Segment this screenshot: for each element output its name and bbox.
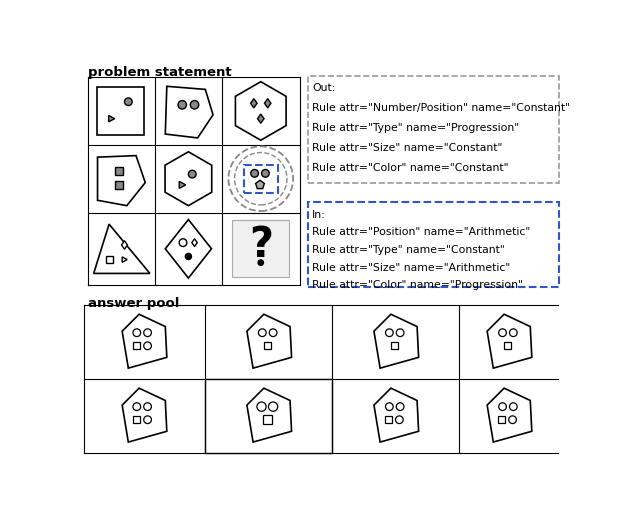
Circle shape — [386, 329, 393, 337]
Text: Rule attr="Size" name="Arithmetic": Rule attr="Size" name="Arithmetic" — [312, 263, 511, 272]
Polygon shape — [257, 114, 264, 123]
Circle shape — [251, 170, 259, 177]
Text: Rule attr="Type" name="Constant": Rule attr="Type" name="Constant" — [312, 245, 505, 255]
Polygon shape — [247, 388, 292, 442]
Text: Rule attr="Number/Position" name="Constant": Rule attr="Number/Position" name="Consta… — [312, 103, 570, 113]
Bar — [498, 416, 505, 423]
Circle shape — [144, 329, 151, 337]
Polygon shape — [98, 156, 145, 206]
Polygon shape — [247, 314, 292, 368]
Bar — [232, 221, 289, 277]
Circle shape — [185, 253, 192, 260]
Text: Rule attr="Color" name="Constant": Rule attr="Color" name="Constant" — [312, 163, 509, 173]
Circle shape — [228, 146, 293, 211]
Circle shape — [257, 402, 266, 411]
Polygon shape — [165, 152, 212, 206]
Text: Rule attr="Color" name="Progression": Rule attr="Color" name="Progression" — [312, 280, 523, 290]
Circle shape — [188, 170, 196, 178]
Polygon shape — [121, 241, 128, 249]
Circle shape — [179, 239, 187, 247]
Circle shape — [396, 329, 404, 337]
Circle shape — [509, 416, 516, 424]
Bar — [264, 342, 271, 350]
Bar — [264, 415, 272, 424]
Polygon shape — [109, 116, 115, 122]
Polygon shape — [165, 219, 212, 278]
Circle shape — [269, 329, 277, 337]
Circle shape — [269, 402, 278, 411]
Text: Rule attr="Position" name="Arithmetic": Rule attr="Position" name="Arithmetic" — [312, 227, 531, 237]
Polygon shape — [487, 388, 532, 442]
Bar — [505, 342, 511, 350]
Circle shape — [396, 416, 403, 424]
Circle shape — [396, 403, 404, 411]
Bar — [115, 167, 123, 175]
Text: Rule attr="Type" name="Progression": Rule attr="Type" name="Progression" — [312, 123, 520, 133]
Bar — [97, 87, 145, 135]
Text: In:: In: — [312, 210, 326, 219]
Polygon shape — [94, 224, 150, 273]
Circle shape — [133, 403, 141, 411]
Bar — [205, 379, 332, 453]
Circle shape — [499, 403, 506, 411]
Text: Out:: Out: — [312, 83, 336, 93]
Polygon shape — [264, 99, 271, 108]
Polygon shape — [487, 314, 532, 368]
Circle shape — [144, 403, 151, 411]
Polygon shape — [250, 99, 257, 108]
Circle shape — [235, 153, 287, 205]
Text: Rule attr="Size" name="Constant": Rule attr="Size" name="Constant" — [312, 143, 503, 153]
Text: problem statement: problem statement — [88, 65, 231, 79]
Circle shape — [125, 98, 132, 105]
Circle shape — [190, 101, 199, 109]
Bar — [308, 76, 559, 183]
Bar — [391, 342, 398, 350]
Polygon shape — [255, 180, 264, 189]
Bar — [133, 416, 140, 423]
Text: answer pool: answer pool — [88, 297, 179, 310]
Polygon shape — [179, 181, 186, 189]
Circle shape — [258, 260, 264, 265]
Circle shape — [178, 101, 187, 109]
Circle shape — [262, 170, 269, 177]
Polygon shape — [374, 314, 419, 368]
Polygon shape — [192, 239, 197, 247]
Polygon shape — [374, 388, 419, 442]
Circle shape — [133, 329, 141, 337]
Polygon shape — [165, 86, 213, 138]
Circle shape — [144, 342, 151, 350]
Polygon shape — [122, 257, 127, 262]
Bar — [133, 342, 140, 350]
Circle shape — [386, 403, 393, 411]
Bar — [385, 416, 392, 423]
Bar — [244, 165, 278, 193]
Bar — [308, 202, 559, 286]
Bar — [106, 256, 113, 263]
Circle shape — [499, 329, 506, 337]
Polygon shape — [122, 388, 167, 442]
Circle shape — [144, 416, 151, 424]
Polygon shape — [235, 82, 286, 140]
Bar — [115, 180, 123, 189]
Circle shape — [510, 403, 517, 411]
Text: ?: ? — [249, 224, 273, 266]
Polygon shape — [122, 314, 167, 368]
Circle shape — [510, 329, 517, 337]
Circle shape — [259, 329, 266, 337]
